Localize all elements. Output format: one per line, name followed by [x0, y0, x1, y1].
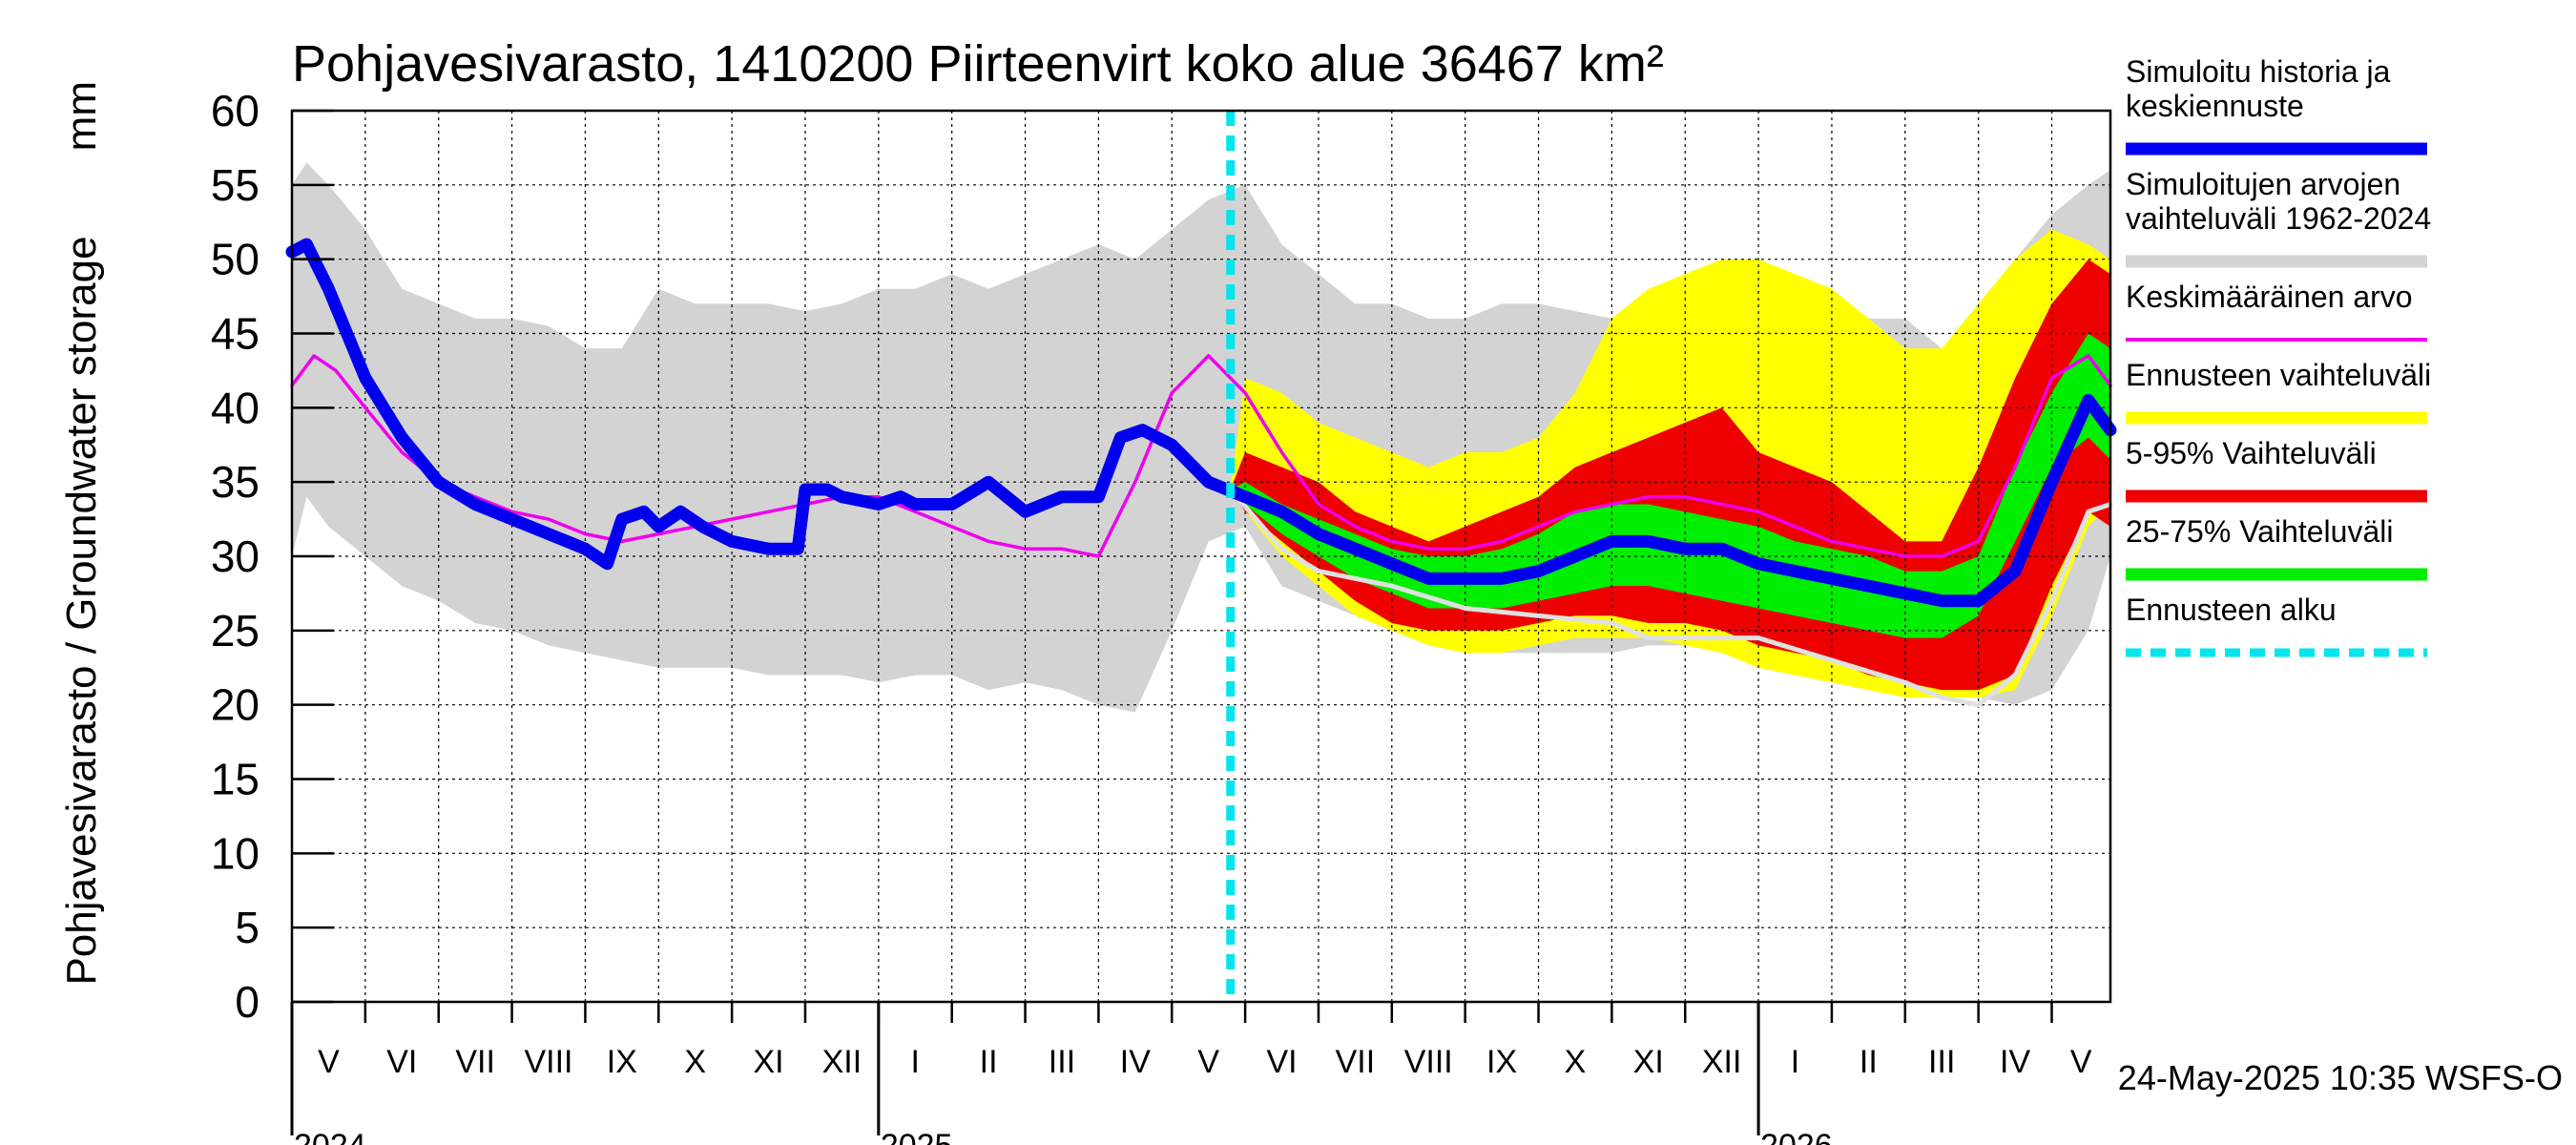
y-axis-label: Pohjavesivarasto / Groundwater storage [58, 236, 105, 985]
series-line-2 [285, 238, 2117, 608]
legend-label-3-0: Ennusteen vaihteluväli [2126, 358, 2431, 392]
month-label-5: X [684, 1044, 706, 1080]
band-3 [1230, 333, 2110, 638]
month-label-17: X [1565, 1044, 1587, 1080]
month-label-2: VII [455, 1044, 495, 1080]
month-label-9: II [980, 1044, 998, 1080]
y-tick-label-35: 35 [211, 457, 260, 507]
legend-label-5-0: 25-75% Vaihteluväli [2126, 514, 2393, 549]
month-label-15: VIII [1404, 1044, 1453, 1080]
year-label-2: 2026 [1760, 1128, 1833, 1145]
month-label-12: V [1197, 1044, 1219, 1080]
y-tick-label-5: 5 [235, 903, 260, 952]
y-tick-label-60: 60 [211, 86, 260, 135]
month-label-24: V [2070, 1044, 2092, 1080]
month-label-8: I [911, 1044, 920, 1080]
year-label-0: 2024 [294, 1128, 366, 1145]
month-label-10: III [1049, 1044, 1075, 1080]
month-label-11: IV [1120, 1044, 1151, 1080]
y-tick-label-45: 45 [211, 309, 260, 359]
legend-label-0-1: keskiennuste [2126, 89, 2304, 123]
y-tick-label-30: 30 [211, 531, 260, 581]
chart-title: Pohjavesivarasto, 1410200 Piirteenvirt k… [292, 35, 1664, 93]
y-tick-label-15: 15 [211, 755, 260, 804]
lines-layer [285, 111, 2117, 1002]
month-label-7: XII [822, 1044, 862, 1080]
month-label-18: XI [1633, 1044, 1664, 1080]
month-label-23: IV [2000, 1044, 2030, 1080]
bands-layer [292, 162, 2110, 713]
legend-label-1-1: vaihteluväli 1962-2024 [2126, 201, 2431, 236]
year-label-1: 2025 [881, 1128, 953, 1145]
legend-label-6-0: Ennusteen alku [2126, 593, 2337, 627]
series-line-0 [1228, 487, 2113, 708]
month-label-1: VI [386, 1044, 417, 1080]
month-label-21: II [1859, 1044, 1878, 1080]
legend-label-4-0: 5-95% Vaihteluväli [2126, 436, 2377, 470]
y-tick-label-10: 10 [211, 828, 260, 878]
month-label-19: XII [1702, 1044, 1742, 1080]
month-label-20: I [1791, 1044, 1799, 1080]
y-tick-label-20: 20 [211, 680, 260, 730]
y-tick-label-40: 40 [211, 383, 260, 432]
month-label-4: IX [607, 1044, 637, 1080]
legend-label-2-0: Keskimääräinen arvo [2126, 280, 2413, 314]
legend-label-1-0: Simuloitujen arvojen [2126, 167, 2400, 201]
y-axis-unit: mm [58, 81, 105, 151]
month-label-0: V [318, 1044, 340, 1080]
month-label-16: IX [1486, 1044, 1517, 1080]
grid-layer [292, 111, 2110, 1002]
y-tick-label-0: 0 [235, 977, 260, 1027]
y-tick-label-55: 55 [211, 160, 260, 210]
series-line-1 [290, 354, 2112, 558]
legend-label-0-0: Simuloitu historia ja [2126, 54, 2391, 89]
month-label-22: III [1928, 1044, 1955, 1080]
month-label-6: XI [753, 1044, 783, 1080]
y-tick-label-50: 50 [211, 235, 260, 284]
y-tick-label-25: 25 [211, 606, 260, 656]
month-label-14: VII [1336, 1044, 1376, 1080]
timestamp: 24-May-2025 10:35 WSFS-O [2118, 1058, 2563, 1097]
month-label-13: VI [1266, 1044, 1297, 1080]
month-label-3: VIII [524, 1044, 572, 1080]
